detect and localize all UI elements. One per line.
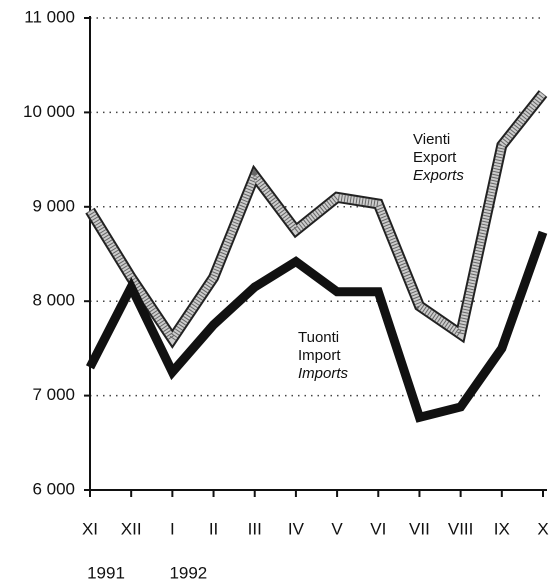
- line: [87, 91, 546, 346]
- series-label: Import: [298, 347, 341, 364]
- x-tick-label: VII: [409, 519, 430, 538]
- year-label: 1992: [169, 563, 207, 582]
- x-tick-label: V: [331, 519, 343, 538]
- y-tick-label: 9 000: [32, 196, 75, 215]
- y-tick-label: 6 000: [32, 479, 75, 498]
- y-tick-label: 8 000: [32, 291, 75, 310]
- line: [85, 230, 548, 423]
- series-label: Exports: [413, 167, 464, 184]
- x-tick-label: XI: [82, 519, 98, 538]
- x-tick-label: III: [248, 519, 262, 538]
- y-tick-label: 10 000: [23, 102, 75, 121]
- series-label: Imports: [298, 365, 349, 382]
- x-tick-label: XII: [121, 519, 142, 538]
- x-tick-label: IV: [288, 519, 305, 538]
- x-tick-label: IX: [494, 519, 510, 538]
- x-tick-label: X: [537, 519, 548, 538]
- x-tick-label: VIII: [448, 519, 474, 538]
- y-tick-label: 11 000: [24, 7, 75, 26]
- y-tick-label: 7 000: [32, 385, 75, 404]
- x-tick-label: I: [170, 519, 175, 538]
- x-tick-label: II: [209, 519, 218, 538]
- x-tick-label: VI: [370, 519, 386, 538]
- series-label: Tuonti: [298, 329, 339, 346]
- line-texture: [87, 91, 546, 346]
- series-label: Export: [413, 149, 457, 166]
- series-label: Vienti: [413, 131, 450, 148]
- year-label: 1991: [87, 563, 125, 582]
